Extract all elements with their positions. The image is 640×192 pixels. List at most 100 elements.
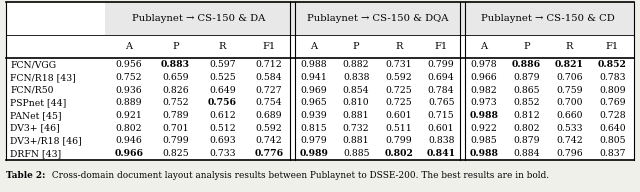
Text: 0.533: 0.533 bbox=[556, 124, 582, 133]
Text: 0.921: 0.921 bbox=[115, 111, 142, 120]
Text: 0.881: 0.881 bbox=[343, 111, 369, 120]
Text: 0.825: 0.825 bbox=[163, 149, 189, 158]
Text: 0.776: 0.776 bbox=[255, 149, 284, 158]
Text: 0.889: 0.889 bbox=[116, 98, 142, 107]
Text: 0.752: 0.752 bbox=[116, 73, 142, 82]
Text: 0.592: 0.592 bbox=[385, 73, 412, 82]
Text: P: P bbox=[353, 42, 360, 51]
Text: 0.525: 0.525 bbox=[209, 73, 236, 82]
Text: 0.838: 0.838 bbox=[428, 137, 454, 145]
Text: 0.841: 0.841 bbox=[427, 149, 456, 158]
Text: 0.826: 0.826 bbox=[163, 86, 189, 95]
Text: 0.854: 0.854 bbox=[343, 86, 369, 95]
Text: 0.809: 0.809 bbox=[599, 86, 625, 95]
Text: 0.812: 0.812 bbox=[513, 111, 540, 120]
Text: 0.689: 0.689 bbox=[256, 111, 282, 120]
Text: 0.765: 0.765 bbox=[428, 98, 454, 107]
Text: 0.784: 0.784 bbox=[428, 86, 454, 95]
Text: P: P bbox=[524, 42, 530, 51]
Text: 0.789: 0.789 bbox=[163, 111, 189, 120]
Text: FCN/R50: FCN/R50 bbox=[10, 86, 54, 95]
Text: 0.742: 0.742 bbox=[556, 137, 583, 145]
Text: 0.988: 0.988 bbox=[469, 111, 499, 120]
Text: 0.754: 0.754 bbox=[256, 98, 282, 107]
Text: 0.728: 0.728 bbox=[599, 111, 625, 120]
Text: 0.759: 0.759 bbox=[556, 86, 582, 95]
Text: F1: F1 bbox=[435, 42, 448, 51]
Text: 0.886: 0.886 bbox=[512, 60, 541, 69]
Text: 0.742: 0.742 bbox=[255, 137, 282, 145]
Text: 0.936: 0.936 bbox=[116, 86, 142, 95]
Text: FCN/VGG: FCN/VGG bbox=[10, 60, 56, 69]
Text: PANet [45]: PANet [45] bbox=[10, 111, 61, 120]
Text: 0.988: 0.988 bbox=[300, 60, 327, 69]
Text: A: A bbox=[125, 42, 132, 51]
Text: 0.884: 0.884 bbox=[513, 149, 540, 158]
Text: Publaynet → CS-150 & CD: Publaynet → CS-150 & CD bbox=[481, 14, 615, 23]
Text: 0.802: 0.802 bbox=[513, 124, 540, 133]
Text: 0.592: 0.592 bbox=[255, 124, 282, 133]
FancyBboxPatch shape bbox=[106, 2, 292, 35]
Text: 0.966: 0.966 bbox=[470, 73, 497, 82]
Text: R: R bbox=[219, 42, 226, 51]
Text: 0.883: 0.883 bbox=[161, 60, 190, 69]
Text: 0.660: 0.660 bbox=[556, 111, 582, 120]
Text: 0.727: 0.727 bbox=[256, 86, 282, 95]
Text: 0.969: 0.969 bbox=[300, 86, 327, 95]
Text: 0.881: 0.881 bbox=[343, 137, 369, 145]
Text: 0.879: 0.879 bbox=[513, 73, 540, 82]
Text: R: R bbox=[566, 42, 573, 51]
Text: 0.941: 0.941 bbox=[300, 73, 327, 82]
Text: 0.922: 0.922 bbox=[470, 124, 497, 133]
Text: DV3+/R18 [46]: DV3+/R18 [46] bbox=[10, 137, 82, 145]
Text: A: A bbox=[310, 42, 317, 51]
Text: 0.879: 0.879 bbox=[513, 137, 540, 145]
Text: DV3+ [46]: DV3+ [46] bbox=[10, 124, 60, 133]
Text: F1: F1 bbox=[262, 42, 276, 51]
Text: 0.978: 0.978 bbox=[470, 60, 497, 69]
Text: 0.799: 0.799 bbox=[428, 60, 454, 69]
Text: 0.756: 0.756 bbox=[208, 98, 237, 107]
Text: 0.815: 0.815 bbox=[300, 124, 327, 133]
Text: 0.694: 0.694 bbox=[428, 73, 454, 82]
Text: F1: F1 bbox=[605, 42, 619, 51]
Text: 0.796: 0.796 bbox=[556, 149, 582, 158]
Text: 0.512: 0.512 bbox=[209, 124, 236, 133]
Text: 0.946: 0.946 bbox=[115, 137, 142, 145]
Text: FCN/R18 [43]: FCN/R18 [43] bbox=[10, 73, 76, 82]
Text: Cross-domain document layout analysis results between Publaynet to DSSE-200. The: Cross-domain document layout analysis re… bbox=[49, 170, 549, 180]
Text: Publaynet → CS-150 & DA: Publaynet → CS-150 & DA bbox=[132, 14, 266, 23]
Text: 0.783: 0.783 bbox=[599, 73, 625, 82]
Text: 0.693: 0.693 bbox=[209, 137, 236, 145]
Text: 0.712: 0.712 bbox=[255, 60, 282, 69]
Text: 0.821: 0.821 bbox=[555, 60, 584, 69]
Text: 0.715: 0.715 bbox=[428, 111, 454, 120]
Text: 0.752: 0.752 bbox=[163, 98, 189, 107]
Text: PSPnet [44]: PSPnet [44] bbox=[10, 98, 67, 107]
Text: 0.649: 0.649 bbox=[209, 86, 236, 95]
FancyBboxPatch shape bbox=[6, 2, 634, 160]
Text: 0.597: 0.597 bbox=[209, 60, 236, 69]
Text: 0.837: 0.837 bbox=[599, 149, 625, 158]
Text: 0.732: 0.732 bbox=[343, 124, 369, 133]
FancyBboxPatch shape bbox=[462, 2, 634, 35]
Text: 0.989: 0.989 bbox=[300, 149, 328, 158]
Text: 0.612: 0.612 bbox=[209, 111, 236, 120]
Text: 0.810: 0.810 bbox=[343, 98, 369, 107]
Text: 0.985: 0.985 bbox=[470, 137, 497, 145]
Text: 0.601: 0.601 bbox=[428, 124, 454, 133]
Text: 0.838: 0.838 bbox=[343, 73, 369, 82]
Text: 0.731: 0.731 bbox=[385, 60, 412, 69]
Text: 0.979: 0.979 bbox=[300, 137, 327, 145]
Text: 0.802: 0.802 bbox=[116, 124, 142, 133]
Text: 0.640: 0.640 bbox=[599, 124, 625, 133]
Text: 0.805: 0.805 bbox=[599, 137, 625, 145]
Text: 0.802: 0.802 bbox=[384, 149, 413, 158]
Text: 0.659: 0.659 bbox=[163, 73, 189, 82]
Text: 0.982: 0.982 bbox=[470, 86, 497, 95]
Text: 0.882: 0.882 bbox=[343, 60, 369, 69]
Text: 0.725: 0.725 bbox=[385, 98, 412, 107]
Text: 0.769: 0.769 bbox=[599, 98, 625, 107]
Text: 0.852: 0.852 bbox=[598, 60, 627, 69]
Text: 0.601: 0.601 bbox=[385, 111, 412, 120]
